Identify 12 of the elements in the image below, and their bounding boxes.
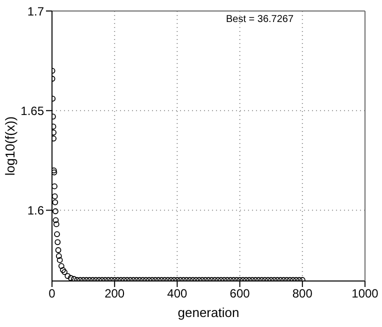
- x-tick-label: 1000: [352, 286, 379, 301]
- x-tick-label: 600: [230, 286, 250, 301]
- annotation: Best = 36.7267: [226, 14, 294, 25]
- x-tick-label: 400: [167, 286, 188, 301]
- y-tick-label: 1.7: [27, 4, 44, 18]
- y-axis-title: log10(f(x)): [2, 116, 18, 176]
- x-tick-label: 800: [292, 286, 313, 301]
- y-tick-label: 1.65: [20, 104, 44, 118]
- x-axis-title: generation: [178, 305, 240, 320]
- x-tick-label: 0: [48, 286, 56, 301]
- x-tick-label: 200: [104, 286, 125, 301]
- y-tick-label: 1.6: [27, 204, 44, 218]
